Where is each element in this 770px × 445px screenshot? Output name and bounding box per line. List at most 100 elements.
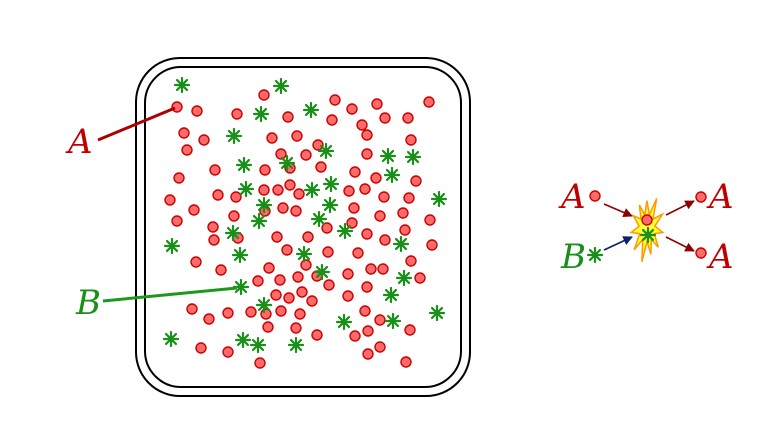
- species-a-particle: [349, 166, 361, 178]
- species-b-particle: [278, 154, 296, 172]
- species-b-particle: [225, 127, 243, 145]
- species-a-particle: [296, 286, 308, 298]
- species-a-particle: [222, 307, 234, 319]
- arrow-a-out-top: [665, 200, 695, 216]
- species-a-particle: [188, 204, 200, 216]
- species-a-particle: [186, 303, 198, 315]
- species-a-particle: [342, 268, 354, 280]
- species-a-particle: [424, 214, 436, 226]
- species-a-particle: [290, 322, 302, 334]
- product-a-top-label: A: [706, 177, 734, 217]
- species-b-particle: [383, 166, 401, 184]
- species-b-particle: [224, 224, 242, 242]
- species-a-particle: [282, 111, 294, 123]
- species-a-particle: [281, 244, 293, 256]
- species-b-particle: [430, 190, 448, 208]
- species-a-particle: [356, 119, 368, 131]
- species-a-particle: [365, 263, 377, 275]
- species-a-particle: [315, 161, 327, 173]
- species-a-particle: [352, 247, 364, 259]
- species-a-particle: [426, 239, 438, 251]
- species-a-particle: [292, 271, 304, 283]
- species-a-particle: [207, 221, 219, 233]
- species-a-particle: [230, 191, 242, 203]
- species-b-particle: [162, 330, 180, 348]
- species-a-particle: [405, 134, 417, 146]
- species-a-particle: [414, 272, 426, 284]
- species-a-particle: [283, 292, 295, 304]
- species-b-particles: [162, 76, 448, 354]
- species-a-particle: [300, 149, 312, 161]
- species-a-particle: [410, 175, 422, 187]
- species-a-particle: [374, 210, 386, 222]
- reactant-a-icon: [589, 190, 601, 202]
- species-b-particle: [395, 269, 413, 287]
- reactant-b-label: B: [560, 237, 586, 277]
- species-a-particle: [379, 112, 391, 124]
- species-a-particle: [259, 164, 271, 176]
- species-b-particle: [163, 237, 181, 255]
- species-a-particle: [245, 306, 257, 318]
- species-a-particle: [173, 172, 185, 184]
- species-a-particle: [181, 144, 193, 156]
- species-b-particle: [272, 77, 290, 95]
- species-a-particle: [164, 194, 176, 206]
- species-a-particle: [374, 314, 386, 326]
- arrow-b-in: [603, 236, 633, 251]
- species-a-particle: [423, 96, 435, 108]
- species-b-particle: [586, 246, 604, 264]
- species-a-particle: [361, 148, 373, 160]
- species-a-particle: [228, 210, 240, 222]
- species-a-particle: [402, 112, 414, 124]
- species-a-particle: [254, 357, 266, 369]
- species-a-particle: [215, 264, 227, 276]
- arrow-a-in: [603, 203, 633, 218]
- species-a-particle: [252, 275, 264, 287]
- species-a-particle: [361, 129, 373, 141]
- species-a-particle: [397, 207, 409, 219]
- species-a-particle: [293, 188, 305, 200]
- species-a-particle: [326, 114, 338, 126]
- species-a-particle: [178, 127, 190, 139]
- reactant-b-icon: [586, 246, 604, 264]
- species-a-particle: [312, 139, 324, 151]
- species-b-particle: [384, 312, 402, 330]
- species-b-particle: [287, 336, 305, 354]
- species-a-particle: [275, 148, 287, 160]
- species-a-particle: [302, 231, 314, 243]
- label-a-pointer: [97, 106, 176, 142]
- species-a-particle: [171, 215, 183, 227]
- label-b-pointer: [102, 286, 238, 303]
- species-a-particle: [300, 259, 312, 271]
- species-a-particle: [258, 184, 270, 196]
- species-a-particle: [203, 313, 215, 325]
- species-a-particle: [195, 342, 207, 354]
- container: [135, 57, 471, 397]
- species-a-particle: [263, 262, 275, 274]
- species-a-particle: [379, 234, 391, 246]
- species-a-particle: [343, 185, 355, 197]
- reactant-a-label: A: [558, 177, 586, 217]
- colliding-a-icon: [641, 214, 653, 226]
- species-a-particle: [321, 222, 333, 234]
- species-a-particle: [274, 274, 286, 286]
- species-a-particle: [322, 246, 334, 258]
- species-a-particle: [271, 231, 283, 243]
- species-b-particle: [322, 175, 340, 193]
- species-a-particle: [275, 305, 287, 317]
- species-a-particles: [164, 89, 438, 369]
- species-a-particle: [294, 308, 306, 320]
- species-a-particle: [212, 189, 224, 201]
- species-a-particle: [359, 183, 371, 195]
- species-b-particle: [302, 101, 320, 119]
- arrow-a-out-bottom: [665, 236, 695, 252]
- species-a-particle: [361, 281, 373, 293]
- label-b: B: [75, 283, 101, 323]
- species-b-particle: [249, 336, 267, 354]
- label-a: A: [65, 122, 93, 162]
- species-a-particle: [222, 346, 234, 358]
- species-b-particle: [310, 210, 328, 228]
- species-b-particle: [303, 181, 321, 199]
- species-b-particle: [255, 296, 273, 314]
